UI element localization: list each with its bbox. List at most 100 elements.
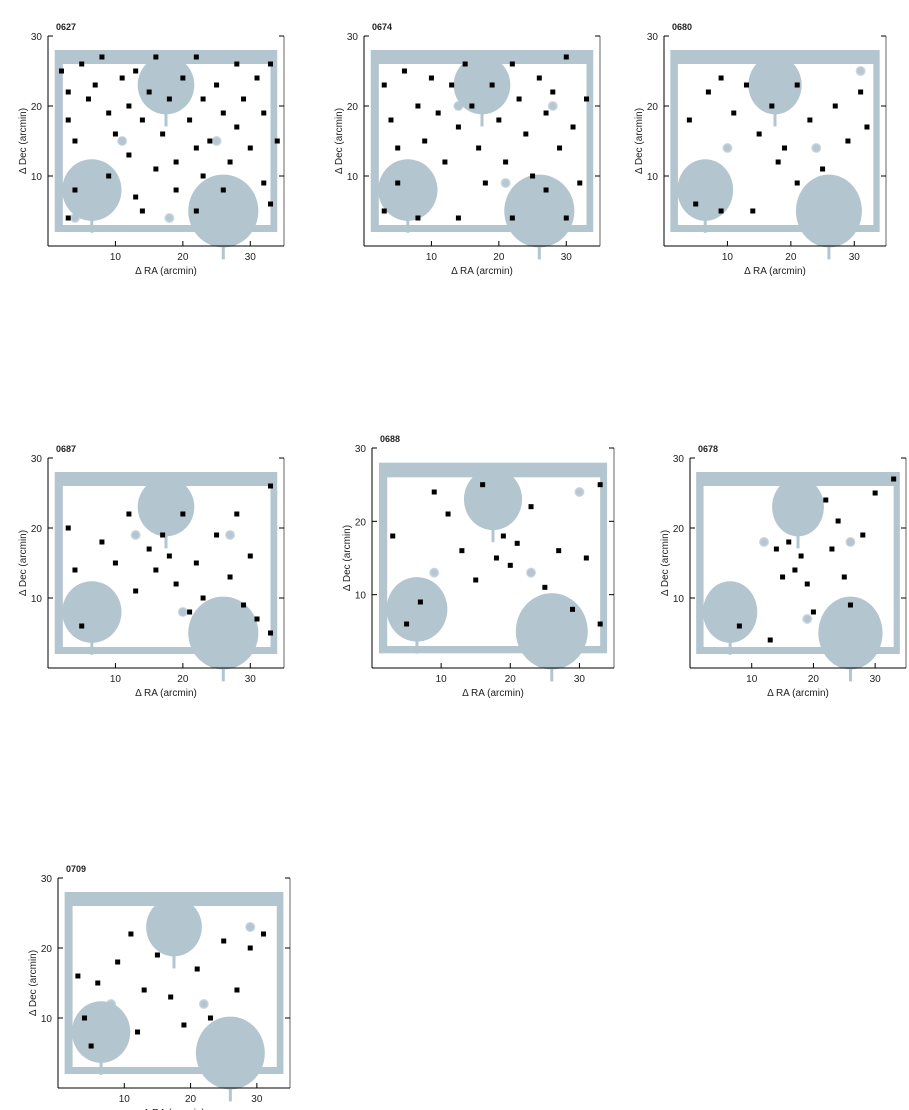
data-point <box>390 533 396 539</box>
mask-region <box>748 55 802 115</box>
data-point <box>65 215 71 221</box>
data-point <box>65 117 71 123</box>
data-point <box>268 630 274 636</box>
x-tick-label: 20 <box>785 252 797 263</box>
x-axis-label: Δ RA (arcmin) <box>451 266 513 277</box>
data-point <box>72 138 78 144</box>
y-tick-label: 10 <box>647 172 659 183</box>
data-point <box>133 588 139 594</box>
data-point <box>146 546 152 552</box>
data-point <box>234 124 240 130</box>
small-mask <box>118 137 127 145</box>
data-point <box>126 511 132 517</box>
data-point <box>135 1029 141 1035</box>
data-point <box>810 609 816 615</box>
data-point <box>241 96 247 102</box>
mask-region <box>677 159 734 221</box>
small-mask <box>855 66 866 76</box>
data-point <box>247 553 253 559</box>
data-point <box>536 75 542 81</box>
data-point <box>686 117 692 123</box>
data-point <box>775 159 781 165</box>
x-tick-label: 10 <box>110 674 122 685</box>
x-tick-label: 30 <box>561 252 573 263</box>
x-tick-label: 30 <box>574 674 586 685</box>
mask-spike <box>164 534 168 549</box>
mask-spike <box>796 534 800 549</box>
small-mask <box>107 1000 116 1008</box>
y-axis-label: Δ Dec (arcmin) <box>634 108 645 174</box>
small-mask <box>83 607 94 617</box>
data-point <box>72 567 78 573</box>
data-point <box>160 532 166 538</box>
data-point <box>180 75 186 81</box>
panel-0688: 10 20 30 10 20 30 Δ RA (arcmin) Δ Dec (arcmin) 0… <box>342 434 615 699</box>
data-point <box>247 945 253 951</box>
mask-spike <box>99 1060 103 1075</box>
data-point <box>773 546 779 552</box>
data-point <box>193 208 199 214</box>
x-tick-label: 20 <box>808 674 820 685</box>
data-point <box>261 180 267 186</box>
mask-region <box>702 581 758 643</box>
data-point <box>543 187 549 193</box>
x-tick-label: 10 <box>119 1094 131 1105</box>
data-point <box>88 1043 94 1049</box>
data-point <box>200 96 206 102</box>
data-point <box>500 533 506 539</box>
data-point <box>247 145 253 151</box>
x-tick-label: 30 <box>245 674 257 685</box>
mask-spike <box>480 112 484 127</box>
data-point <box>146 89 152 95</box>
mask-spike <box>703 218 707 233</box>
data-point <box>72 187 78 193</box>
x-axis-label: Δ RA (arcmin) <box>143 1108 205 1110</box>
small-mask <box>527 568 536 577</box>
small-mask <box>812 144 821 152</box>
data-point <box>563 54 569 60</box>
y-tick-label: 30 <box>347 32 359 43</box>
data-point <box>509 215 515 221</box>
data-point <box>449 82 455 88</box>
data-point <box>798 553 804 559</box>
x-tick-label: 30 <box>251 1094 263 1105</box>
small-mask <box>200 1001 207 1007</box>
mask-region <box>378 159 438 221</box>
x-tick-label: 10 <box>426 252 438 263</box>
y-tick-label: 20 <box>31 102 43 113</box>
data-point <box>445 511 451 517</box>
mask-region <box>188 174 259 248</box>
y-tick-label: 10 <box>31 594 43 605</box>
data-point <box>860 532 866 538</box>
panel-0680: 10 20 30 10 20 30 Δ RA (arcmin) Δ Dec (arcmin) 0… <box>634 22 887 277</box>
y-tick-label: 30 <box>31 454 43 465</box>
data-point <box>133 68 139 74</box>
x-axis-label: Δ RA (arcmin) <box>135 266 197 277</box>
data-point <box>455 215 461 221</box>
data-point <box>395 145 401 151</box>
x-tick-label: 30 <box>870 674 882 685</box>
data-point <box>126 103 132 109</box>
mask-region <box>146 897 202 957</box>
x-tick-label: 20 <box>493 252 505 263</box>
data-point <box>435 110 441 116</box>
x-tick-label: 20 <box>505 674 517 685</box>
small-mask <box>226 531 235 539</box>
y-tick-label: 30 <box>673 454 685 465</box>
data-point <box>166 553 172 559</box>
mask-region <box>386 577 448 642</box>
y-tick-label: 30 <box>355 444 367 455</box>
data-point <box>756 131 762 137</box>
data-point <box>65 89 71 95</box>
data-point <box>786 539 792 545</box>
data-point <box>507 562 513 568</box>
small-mask <box>804 616 811 622</box>
data-point <box>95 980 101 986</box>
mask-spike <box>164 112 168 127</box>
x-tick-label: 10 <box>746 674 758 685</box>
data-point <box>743 82 749 88</box>
mask-spike <box>221 245 225 260</box>
small-mask <box>759 537 770 547</box>
data-point <box>268 61 274 67</box>
